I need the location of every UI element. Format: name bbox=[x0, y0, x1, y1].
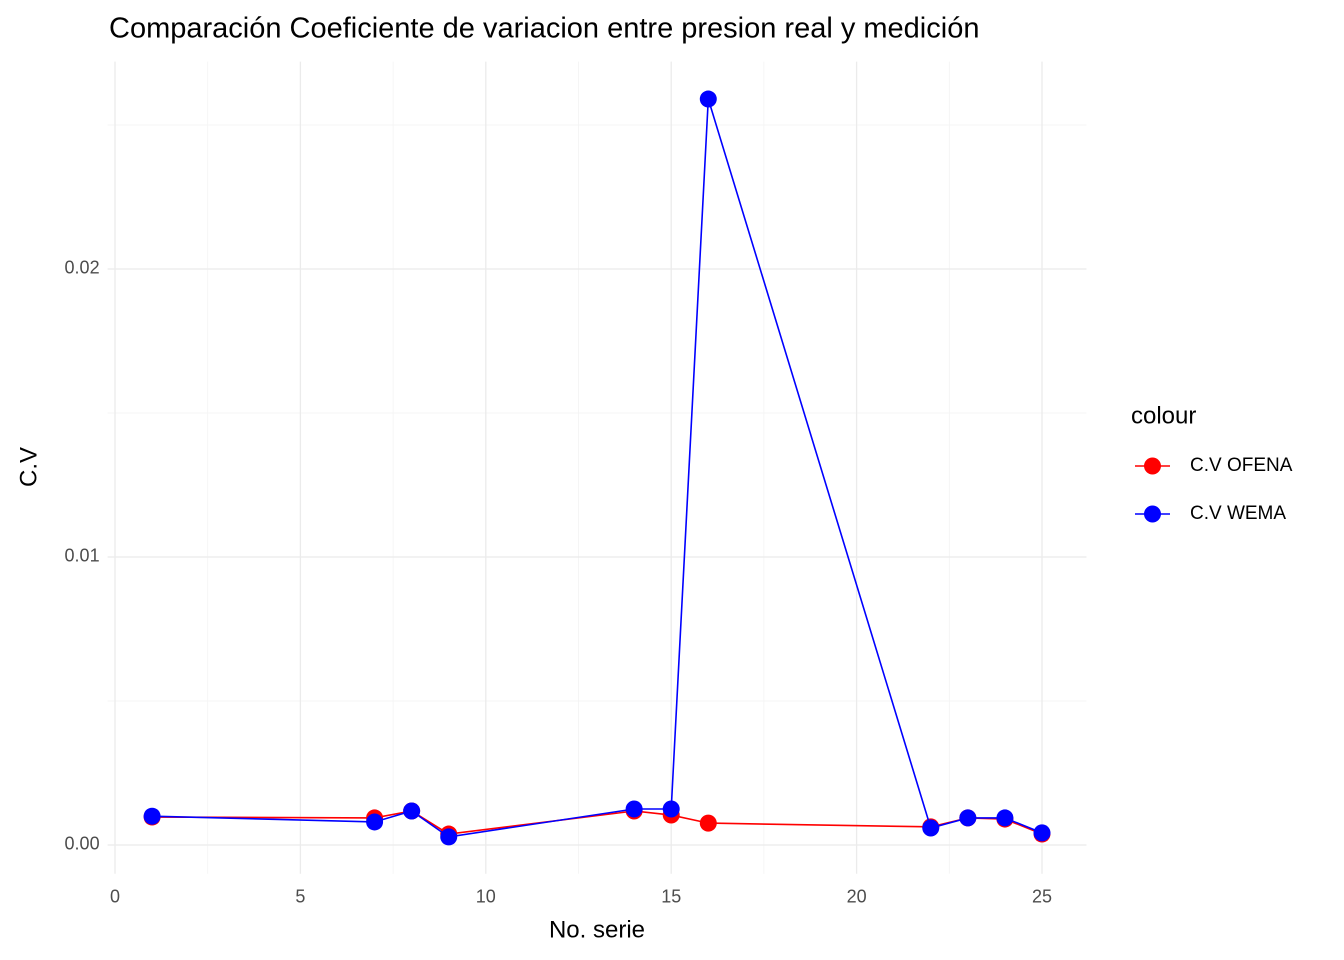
legend-label: C.V OFENA bbox=[1190, 455, 1293, 476]
x-tick-label: 0 bbox=[110, 887, 120, 907]
chart-title: Comparación Coeficiente de variacion ent… bbox=[109, 13, 979, 45]
x-tick-label: 5 bbox=[295, 887, 305, 907]
data-point bbox=[625, 800, 643, 818]
series-line bbox=[152, 98, 1043, 838]
legend-key-point bbox=[1144, 457, 1161, 475]
data-point bbox=[699, 814, 717, 832]
y-axis-title: C.V bbox=[15, 447, 42, 487]
data-point bbox=[662, 800, 680, 818]
y-tick-label: 0.02 bbox=[65, 258, 100, 278]
data-point bbox=[959, 809, 977, 827]
data-point bbox=[143, 807, 161, 825]
data-point bbox=[440, 828, 458, 846]
plot-lines bbox=[143, 90, 1051, 846]
legend-label: C.V WEMA bbox=[1190, 503, 1286, 524]
data-point bbox=[1033, 824, 1051, 842]
x-tick-label: 25 bbox=[1032, 887, 1052, 907]
legend: C.V OFENA C.V WEMA bbox=[1135, 455, 1293, 524]
y-tick-label: 0.01 bbox=[65, 546, 100, 566]
data-point bbox=[996, 809, 1014, 827]
data-point bbox=[922, 819, 940, 837]
x-tick-label: 10 bbox=[476, 887, 496, 907]
y-tick-label: 0.00 bbox=[65, 834, 100, 854]
x-tick-label: 20 bbox=[847, 887, 867, 907]
legend-key-point bbox=[1144, 505, 1161, 523]
grid bbox=[107, 61, 1087, 874]
x-axis-title: No. serie bbox=[549, 916, 645, 943]
x-tick-label: 15 bbox=[661, 887, 681, 907]
data-point bbox=[366, 813, 384, 831]
data-point bbox=[699, 90, 717, 108]
data-point bbox=[403, 802, 421, 820]
legend-title: colour bbox=[1131, 402, 1196, 429]
